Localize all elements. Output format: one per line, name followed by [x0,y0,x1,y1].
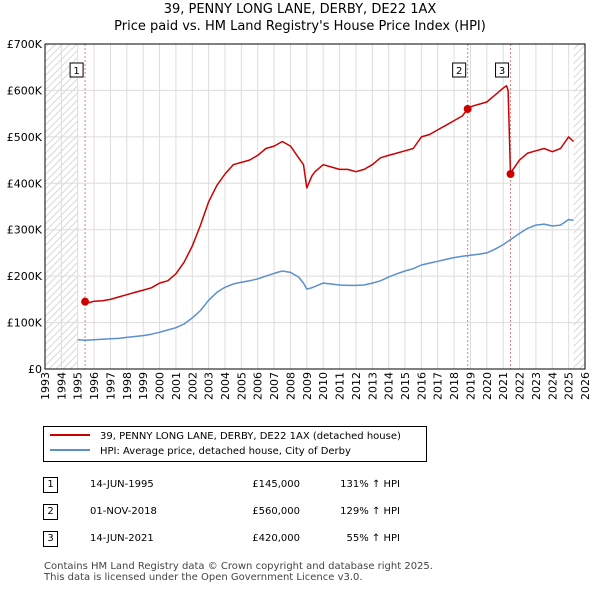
sale-hpi-change: 131% ↑ HPI [340,479,400,490]
sale-number-label: 1 [73,66,79,77]
x-tick-label: 2016 [415,372,428,400]
x-tick-label: 1997 [104,372,117,400]
sale-number-badge: 2 [43,503,58,520]
x-tick-label: 2025 [563,372,576,400]
sale-price: £420,000 [252,533,300,544]
sale-date: 14-JUN-1995 [90,479,154,490]
x-tick-label: 2019 [464,372,477,400]
y-tick-label: £0 [28,363,42,376]
plot-frame [44,43,586,370]
hatched-region [573,44,585,369]
legend-label-property: 39, PENNY LONG LANE, DERBY, DE22 1AX (de… [100,431,401,442]
series-line-property [84,85,575,304]
x-tick-label: 2006 [252,372,265,400]
sale-point [81,297,90,306]
legend: 39, PENNY LONG LANE, DERBY, DE22 1AX (de… [43,426,427,462]
x-tick-label: 2024 [546,372,559,400]
x-tick-label: 2020 [481,372,494,400]
sale-point [506,170,515,178]
price-chart: 1 2 3 £0 £100K £200K £300K £400K £500K £600K £700… [7,38,592,400]
x-tick-label: 2011 [334,372,347,400]
sale-number-label: 2 [456,66,462,77]
table-row: 2 01-NOV-2018 £560,000 129% ↑ HPI [43,498,400,525]
sale-price: £145,000 [252,479,300,490]
x-tick-label: 1995 [72,372,85,400]
x-tick-label: 1993 [39,372,52,400]
y-tick-label: £400K [7,177,43,190]
y-tick-label: £600K [7,84,43,97]
x-tick-label: 2015 [399,372,412,400]
series-line-hpi [77,218,574,341]
y-tick-label: £700K [7,38,43,51]
x-tick-label: 2026 [579,372,592,400]
x-tick-label: 2014 [383,372,396,400]
sale-date: 01-NOV-2018 [90,506,157,517]
x-tick-label: 2008 [284,372,297,400]
x-tick-label: 2012 [350,372,363,400]
sale-date: 14-JUN-2021 [90,533,154,544]
table-row: 3 14-JUN-2021 £420,000 55% ↑ HPI [43,525,400,552]
x-tick-label: 2002 [186,372,199,400]
y-tick-label: £300K [7,224,43,237]
x-tick-label: 1994 [55,372,68,400]
x-tick-label: 2007 [268,372,281,400]
sale-number-box [452,62,467,78]
footer-copyright: Contains HM Land Registry data © Crown c… [44,561,433,572]
sale-hpi-change: 55% ↑ HPI [346,533,400,544]
sales-table: 1 14-JUN-1995 £145,000 131% ↑ HPI 2 01-N… [43,471,400,552]
sale-price: £560,000 [252,506,300,517]
y-tick-label: £500K [7,131,43,144]
legend-item-hpi: HPI: Average price, detached house, City… [50,444,351,459]
x-tick-label: 2018 [448,372,461,400]
x-tick-label: 2003 [203,372,216,400]
x-tick-label: 2017 [432,372,445,400]
sale-number-badge: 1 [43,476,58,493]
sale-number-box [69,62,84,78]
footer-licence: This data is licensed under the Open Gov… [44,572,363,583]
y-tick-label: £200K [7,270,43,283]
x-tick-label: 2010 [317,372,330,400]
sale-number-badge: 3 [43,530,58,547]
x-tick-label: 2001 [170,372,183,400]
x-tick-label: 2013 [366,372,379,400]
x-tick-label: 2005 [235,372,248,400]
sale-number-label: 3 [499,66,505,77]
sale-number-box [495,62,510,78]
chart-title: 39, PENNY LONG LANE, DERBY, DE22 1AX [163,2,437,17]
table-row: 1 14-JUN-1995 £145,000 131% ↑ HPI [43,471,400,498]
x-tick-label: 1996 [88,372,101,400]
x-tick-label: 2000 [154,372,167,400]
x-tick-label: 1998 [121,372,134,400]
sale-point [463,105,472,113]
x-tick-label: 1999 [137,372,150,400]
x-tick-label: 2009 [301,372,314,400]
x-tick-label: 2023 [530,372,543,400]
chart-subtitle: Price paid vs. HM Land Registry's House … [114,19,486,34]
x-tick-label: 2022 [514,372,527,400]
legend-label-hpi: HPI: Average price, detached house, City… [100,446,351,457]
x-tick-label: 2021 [497,372,510,400]
legend-swatch-property [50,434,90,436]
legend-item-property: 39, PENNY LONG LANE, DERBY, DE22 1AX (de… [50,429,401,444]
y-tick-label: £100K [7,317,43,330]
legend-swatch-hpi [50,449,90,451]
x-tick-label: 2004 [219,372,232,400]
sale-hpi-change: 129% ↑ HPI [340,506,400,517]
